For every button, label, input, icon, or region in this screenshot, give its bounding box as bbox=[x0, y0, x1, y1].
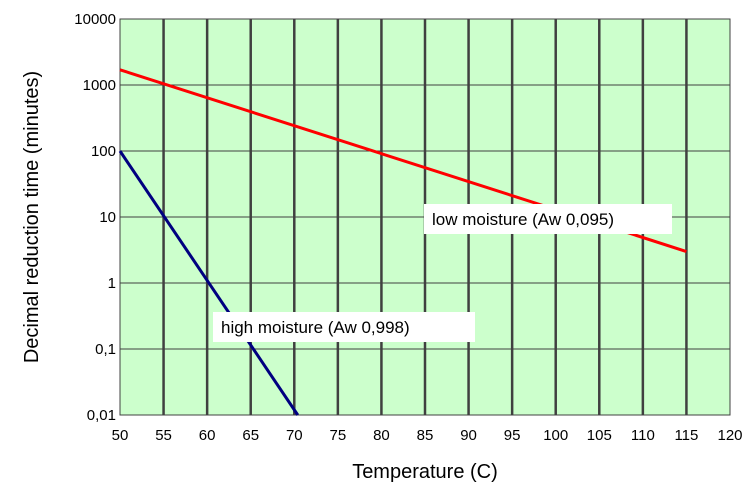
y-tick-label: 1 bbox=[108, 275, 116, 292]
y-tick-label: 10 bbox=[99, 209, 116, 226]
plot-border bbox=[119, 18, 731, 416]
low-moisture-label-box bbox=[424, 204, 672, 234]
y-tick-label: 10000 bbox=[74, 11, 116, 28]
high-moisture-label: high moisture (Aw 0,998) bbox=[221, 318, 410, 337]
x-tick-labels: 50 55 60 65 70 75 80 85 90 95 100 105 110 115 120 bbox=[112, 427, 743, 444]
low-moisture-label: low moisture (Aw 0,095) bbox=[432, 210, 614, 229]
x-tick-label: 55 bbox=[155, 427, 172, 444]
x-tick-label: 65 bbox=[242, 427, 259, 444]
series-line-1 bbox=[118, 150, 300, 416]
x-tick-label: 120 bbox=[717, 427, 742, 444]
y-tick-label: 0,01 bbox=[87, 407, 116, 424]
x-tick-label: 70 bbox=[286, 427, 303, 444]
y-axis-title: Decimal reduction time (minutes) bbox=[21, 71, 43, 363]
y-tick-label: 100 bbox=[91, 143, 116, 160]
x-tick-label: 85 bbox=[417, 427, 434, 444]
x-tick-label: 60 bbox=[199, 427, 216, 444]
y-tick-label: 0,1 bbox=[95, 341, 116, 358]
high-moisture-label-box bbox=[213, 312, 475, 342]
x-tick-label: 95 bbox=[504, 427, 521, 444]
x-tick-label: 50 bbox=[112, 427, 129, 444]
y-tick-label: 1000 bbox=[83, 77, 116, 94]
x-tick-label: 115 bbox=[674, 427, 698, 444]
x-tick-label: 100 bbox=[543, 427, 568, 444]
x-tick-label: 110 bbox=[631, 427, 655, 444]
y-tick-labels: 0,01 0,1 1 10 100 1000 10000 bbox=[74, 11, 116, 424]
x-tick-label: 90 bbox=[460, 427, 477, 444]
x-tick-label: 80 bbox=[373, 427, 390, 444]
x-tick-label: 75 bbox=[330, 427, 347, 444]
x-axis-title: Temperature (C) bbox=[352, 461, 498, 483]
x-tick-label: 105 bbox=[587, 427, 612, 444]
